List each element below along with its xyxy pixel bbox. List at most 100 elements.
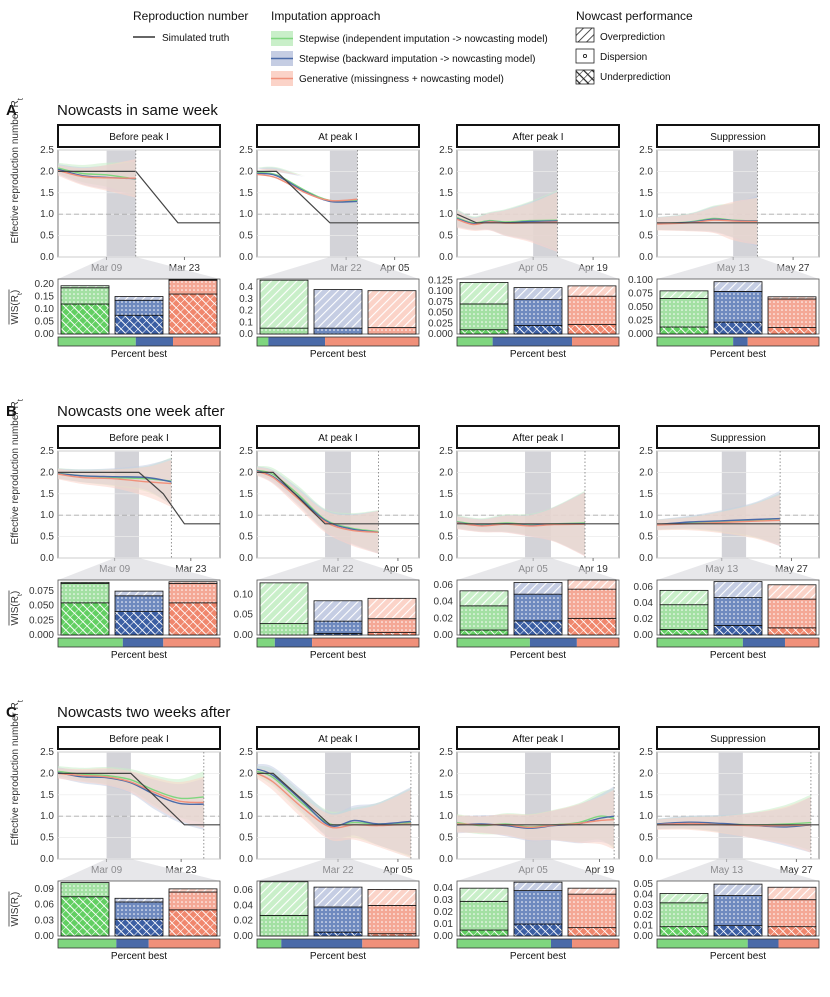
imputation-label-2: Stepwise (backward imputation -> nowcast… <box>299 54 536 65</box>
panel-strip <box>456 726 620 750</box>
y-tick-label: 2.0 <box>40 467 54 478</box>
wis-y-tick-label: 0.20 <box>35 279 55 290</box>
percent-best-label: Percent best <box>710 650 766 661</box>
panel-strip-label: At peak I <box>318 132 357 143</box>
truth-line <box>456 213 619 224</box>
wis-bar-over <box>513 582 563 595</box>
wis-y-tick-label: 0.0 <box>239 329 253 340</box>
y-tick-label: 0.5 <box>439 532 453 543</box>
percent-best-segment-1 <box>58 337 136 346</box>
wis-bar-under <box>459 329 509 335</box>
wis-y-tick-label: 0.100 <box>628 275 653 286</box>
wis-bar-over <box>713 883 763 896</box>
percent-best-label: Percent best <box>510 951 566 962</box>
row-letter: C <box>6 704 17 721</box>
percent-best-segment-1 <box>257 638 275 647</box>
y-tick-label: 1.0 <box>639 510 653 521</box>
percent-best-frame <box>456 938 620 949</box>
wis-bar-under <box>713 625 763 636</box>
y-tick-label: 0.0 <box>639 252 653 263</box>
panel-strip <box>456 425 620 449</box>
panel-strip-label: After peak I <box>512 433 563 444</box>
wis-bar-over <box>259 279 309 329</box>
y-axis-label: Effective reproduction number Rt <box>10 398 25 544</box>
y-tick-label: 1.0 <box>239 209 253 220</box>
wis-bar-under <box>114 314 164 335</box>
wis-y-tick-label: 0.025 <box>428 318 453 329</box>
wis-bar-over <box>659 290 709 299</box>
wis-bar-over <box>60 581 110 584</box>
legend-underprediction-label: Underprediction <box>600 72 671 83</box>
y-tick-label: 0.5 <box>439 231 453 242</box>
percent-best-label: Percent best <box>111 951 167 962</box>
y-tick-label: 1.0 <box>439 209 453 220</box>
percent-best-frame <box>57 637 221 648</box>
percent-best-segment-1 <box>58 638 123 647</box>
wis-bar-under <box>459 629 509 636</box>
nowcast-line-3 <box>57 772 204 804</box>
y-tick-label: 1.5 <box>40 790 54 801</box>
wis-y-tick-label: 0.125 <box>428 275 453 286</box>
y-tick-label: 0.5 <box>239 833 253 844</box>
percent-best-label: Percent best <box>111 650 167 661</box>
peak-shade <box>325 752 351 859</box>
percent-best-segment-2 <box>550 939 573 948</box>
wis-bar-over <box>367 290 417 328</box>
wis-bar-under <box>168 293 218 335</box>
wis-bar-over <box>767 296 817 300</box>
wis-bar-disp <box>313 327 363 335</box>
wis-bar-over <box>513 881 563 891</box>
y-tick-label: 2.0 <box>239 768 253 779</box>
percent-best-frame <box>57 938 221 949</box>
wis-y-tick-label: 0.02 <box>434 613 454 624</box>
y-axis-label-subscript: t <box>16 97 25 100</box>
wis-bar-over <box>659 893 709 904</box>
y-tick-label: 0.5 <box>239 231 253 242</box>
y-tick-label: 1.5 <box>40 489 54 500</box>
x-tick-label: May 27 <box>777 263 810 274</box>
wis-bar-disp <box>567 588 617 619</box>
panel-strip-label: Suppression <box>710 433 766 444</box>
wis-bar-disp <box>713 291 763 323</box>
wis-bar-under <box>114 611 164 636</box>
y-tick-label: 0.0 <box>439 553 453 564</box>
imputation-label-1: Stepwise (independent imputation -> nowc… <box>299 34 548 45</box>
percent-best-frame <box>256 336 420 347</box>
percent-best-segment-2 <box>747 939 779 948</box>
y-tick-label: 2.5 <box>40 145 54 156</box>
credible-band-3 <box>257 168 306 176</box>
nowcast-line-3 <box>57 169 136 179</box>
percent-best-segment-2 <box>116 939 149 948</box>
nowcast-line-2 <box>256 172 358 203</box>
wis-bar-over <box>168 888 218 893</box>
wis-bar-disp <box>459 303 509 331</box>
y-tick-label: 0.0 <box>239 553 253 564</box>
wis-bar-disp <box>659 902 709 928</box>
nowcast-line-2 <box>57 771 204 806</box>
legend-title-reproduction: Reproduction number <box>133 9 248 23</box>
wis-y-tick-label: 0.02 <box>234 916 254 927</box>
panel-strip-label: Suppression <box>710 734 766 745</box>
y-tick-label: 2.5 <box>40 446 54 457</box>
wis-y-tick-label: 0.04 <box>434 883 454 894</box>
wis-axis-label-subscript: t <box>17 594 24 596</box>
panel-strip <box>656 124 820 148</box>
nowcast-line-2 <box>57 473 172 483</box>
wis-bar-under <box>713 925 763 937</box>
imputation-label-3: Generative (missingness + nowcasting mod… <box>299 74 504 85</box>
panel-strip <box>57 726 221 750</box>
row-title: Nowcasts one week after <box>57 403 225 420</box>
wis-bar-under <box>567 324 617 335</box>
zoom-connector <box>657 257 819 279</box>
y-axis-label-subscript: t <box>16 398 25 401</box>
percent-best-segment-3 <box>173 337 220 346</box>
legend-truth-label: Simulated truth <box>162 33 229 44</box>
zoom-connector <box>457 859 619 881</box>
zoom-connector <box>58 257 220 279</box>
x-tick-label: Mar 23 <box>175 564 207 575</box>
wis-bar-disp <box>168 279 218 295</box>
y-tick-label: 1.0 <box>40 209 54 220</box>
wis-y-tick-label: 0.06 <box>35 900 55 911</box>
y-tick-label: 0.5 <box>40 833 54 844</box>
panel-strip-label: Before peak I <box>109 132 168 143</box>
